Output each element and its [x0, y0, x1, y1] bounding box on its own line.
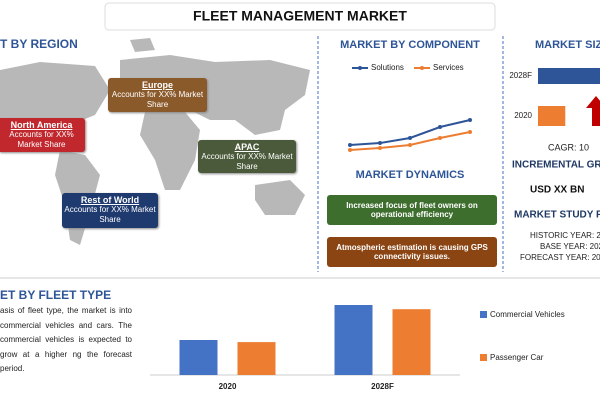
point — [378, 146, 382, 150]
callout-text: Accounts for XX% Market Share — [9, 130, 74, 149]
line — [349, 131, 471, 151]
bar — [179, 340, 218, 375]
point — [438, 125, 442, 129]
study-line: BASE YEAR: 2021 — [540, 242, 600, 251]
callout: Rest of World Accounts for XX% Market Sha… — [62, 193, 158, 228]
callout: Europe Accounts for XX% Market Share — [108, 78, 207, 112]
legend-label: Passenger Car — [490, 353, 544, 362]
section-title: INCREMENTAL GRO — [512, 160, 600, 171]
bar — [538, 68, 600, 84]
main-title: FLEET MANAGEMENT MARKET — [193, 8, 407, 24]
callout-text: Accounts for XX% Market Share — [201, 152, 293, 171]
section-title: MARKET DYNAMICS — [356, 169, 465, 181]
section-title: MARKET STUDY P — [514, 210, 600, 221]
callout: APAC Accounts for XX% Market Share — [198, 140, 296, 173]
bar — [538, 106, 566, 126]
legend-swatch — [358, 66, 362, 70]
point — [348, 143, 352, 147]
point — [378, 141, 382, 145]
callout-name: Europe — [141, 80, 173, 90]
legend-swatch — [420, 66, 424, 70]
bar — [334, 305, 373, 375]
callout-name: North America — [10, 120, 73, 130]
callout-name: APAC — [234, 142, 260, 152]
legend-label: Commercial Vehicles — [490, 310, 565, 319]
cagr: CAGR: 10 — [548, 142, 589, 152]
point — [408, 143, 412, 147]
x-tick-label: 2020 — [219, 382, 237, 391]
line — [349, 119, 471, 146]
point — [468, 118, 472, 122]
point — [468, 130, 472, 134]
legend-label: Solutions — [371, 63, 404, 72]
study-line: FORECAST YEAR: 2027 — [520, 253, 600, 262]
legend-swatch — [480, 311, 487, 318]
fleet-text: asis of fleet type, the market is into c… — [0, 306, 132, 373]
legend-label: Services — [433, 63, 464, 72]
title-banner — [104, 2, 496, 31]
section-title: ET BY FLEET TYPE — [0, 288, 111, 302]
y-tick-label: 2020 — [514, 111, 532, 120]
dynamics-item: Atmospheric estimation is causing GPS co… — [327, 237, 497, 267]
callout-name: Rest of World — [80, 195, 140, 205]
legend-swatch — [480, 354, 487, 361]
x-tick-label: 2028F — [371, 382, 394, 391]
point — [408, 136, 412, 140]
incremental-value: USD XX BN — [530, 185, 584, 196]
callout-text: Accounts for XX% Market Share — [64, 205, 156, 224]
bar — [392, 309, 431, 375]
y-tick-label: 2028F — [509, 71, 532, 80]
point — [348, 148, 352, 152]
growth-arrow — [586, 96, 600, 126]
section-title: T BY REGION — [0, 37, 78, 51]
section-title: MARKET BY COMPONENT — [340, 39, 480, 51]
study-line: HISTORIC YEAR: 20 — [530, 231, 600, 240]
dynamics-item: Increased focus of fleet owners on opera… — [327, 195, 497, 225]
section-title: MARKET SIZ — [535, 39, 600, 51]
callout-text: Accounts for XX% Market Share — [111, 90, 204, 109]
bar — [237, 342, 276, 375]
point — [438, 136, 442, 140]
callout: North America Accounts for XX% Market Sha… — [0, 118, 85, 152]
